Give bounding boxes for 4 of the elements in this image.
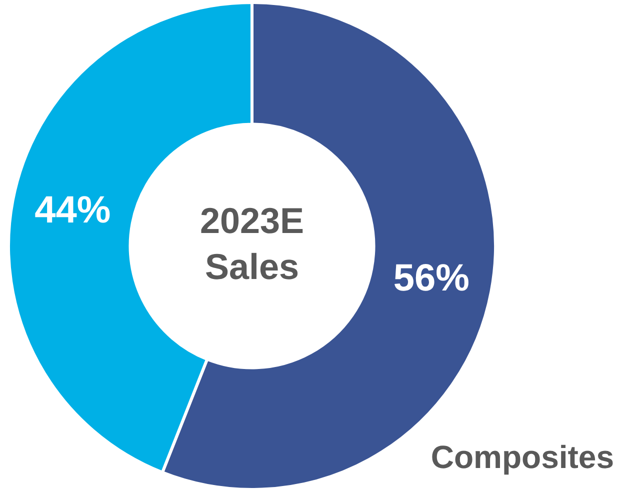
text: 2023E Sales bbox=[200, 200, 304, 287]
slice-label: Composites bbox=[430, 438, 614, 475]
data-label: 44% bbox=[34, 189, 111, 232]
data-label: 56% bbox=[393, 258, 470, 300]
